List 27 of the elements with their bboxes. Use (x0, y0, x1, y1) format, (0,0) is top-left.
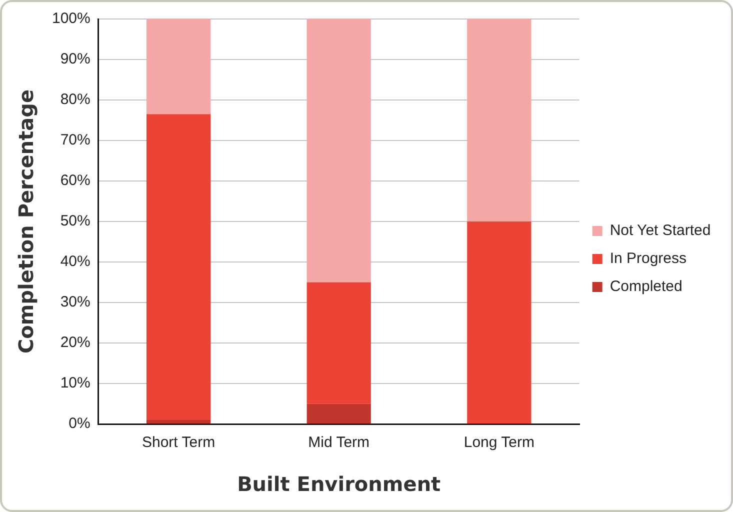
bar (306, 404, 371, 424)
y-tick-label: 50% (60, 212, 90, 230)
bar (467, 222, 532, 424)
y-tick-label: 20% (60, 334, 90, 352)
bar (306, 282, 371, 404)
y-tick-label: 70% (60, 132, 90, 149)
y-tick-label: 10% (60, 374, 90, 392)
bar (146, 420, 211, 424)
y-tick-label: 90% (60, 50, 90, 68)
bar (146, 114, 211, 420)
x-tick-label: Short Term (142, 434, 216, 452)
bar (467, 19, 532, 222)
legend-label: Completed (610, 278, 682, 296)
y-tick-label: 100% (52, 10, 90, 28)
y-axis-title: Completion Percentage (14, 89, 38, 354)
legend-label: In Progress (610, 250, 687, 268)
x-tick-label: Mid Term (308, 434, 370, 452)
y-tick-label: 30% (60, 294, 90, 311)
x-tick-label: Long Term (464, 434, 534, 452)
y-tick-label: 60% (60, 172, 90, 190)
y-tick-label: 0% (68, 415, 90, 432)
x-axis-title: Built Environment (237, 472, 442, 496)
y-tick-label: 40% (60, 253, 90, 270)
legend-label: Not Yet Started (610, 222, 711, 240)
bar (306, 19, 371, 282)
bar (146, 19, 211, 114)
y-tick-label: 80% (60, 91, 90, 108)
